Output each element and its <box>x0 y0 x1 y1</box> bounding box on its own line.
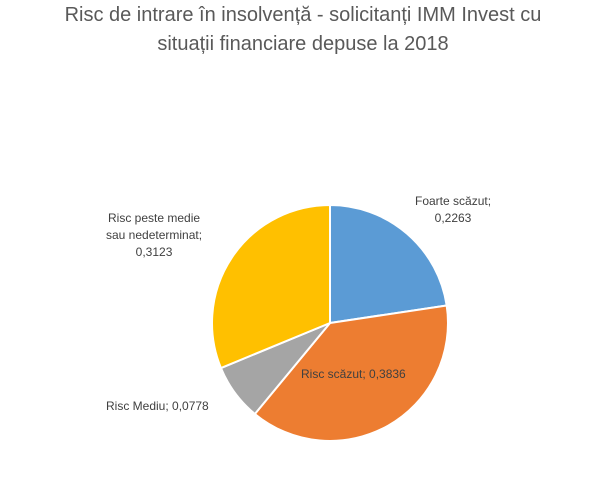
slice-label-risc-scazut: Risc scăzut; 0,3836 <box>301 366 406 383</box>
slice-label-line: Foarte scăzut; <box>415 194 492 208</box>
pie-slice-foarte-scazut <box>329 204 448 324</box>
slice-label-foarte-scazut: Foarte scăzut; 0,2263 <box>415 193 491 227</box>
slice-label-line: sau nedeterminat; <box>106 228 203 242</box>
chart-title-line-1: Risc de intrare în insolvență - solicita… <box>64 4 542 26</box>
slice-label-risc-peste-medie: Risc peste medie sau nedeterminat; 0,312… <box>106 210 202 261</box>
slice-label-line: 0,2263 <box>434 211 472 225</box>
slice-label-risc-mediu: Risc Mediu; 0,0778 <box>106 398 209 415</box>
pie-slice-risc-peste-medie <box>211 204 331 370</box>
slice-label-line: Risc scăzut; 0,3836 <box>301 367 406 381</box>
pie-slice-risc-scazut <box>253 304 449 442</box>
chart-title-line-2: situații financiare depuse la 2018 <box>157 33 449 55</box>
slice-label-line: 0,3123 <box>135 245 173 259</box>
slice-label-line: Risc Mediu; 0,0778 <box>106 399 209 413</box>
slice-label-line: Risc peste medie <box>108 211 201 225</box>
